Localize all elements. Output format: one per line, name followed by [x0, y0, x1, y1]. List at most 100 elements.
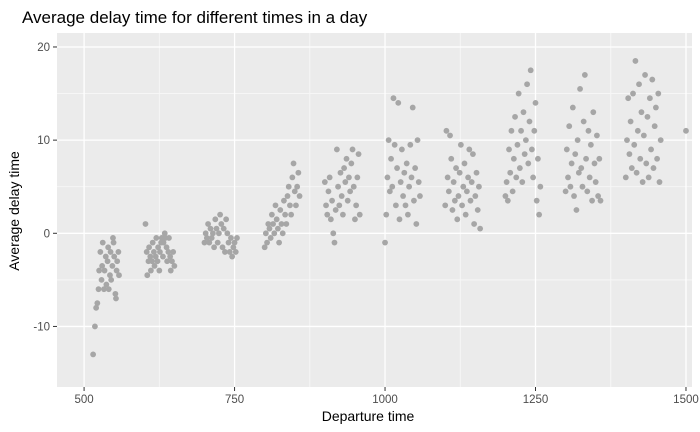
data-point — [566, 123, 573, 130]
data-point — [160, 239, 167, 246]
data-point — [349, 146, 356, 153]
data-point — [321, 179, 328, 185]
data-point — [460, 183, 467, 190]
data-point — [327, 216, 334, 223]
data-point — [640, 132, 647, 139]
data-point — [151, 249, 157, 255]
data-point — [468, 179, 475, 185]
data-point — [232, 249, 239, 255]
data-point — [219, 244, 226, 251]
data-points — [90, 58, 689, 358]
y-tick-label: 0 — [44, 228, 50, 240]
data-point — [216, 230, 222, 237]
data-point — [525, 160, 532, 167]
data-point — [112, 290, 119, 297]
data-point — [218, 221, 225, 227]
minor-gridlines — [57, 33, 692, 387]
data-point — [396, 216, 403, 223]
data-point — [113, 295, 119, 302]
data-point — [507, 169, 514, 176]
data-point — [657, 137, 664, 144]
data-point — [392, 202, 399, 209]
data-point — [144, 272, 151, 279]
data-point — [272, 202, 279, 209]
data-point — [208, 235, 215, 241]
data-point — [296, 193, 303, 199]
data-point — [152, 253, 159, 260]
data-point — [163, 244, 170, 251]
data-point — [442, 202, 449, 209]
data-point — [291, 188, 298, 195]
data-point — [562, 188, 569, 195]
data-point — [409, 104, 416, 111]
data-point — [114, 258, 121, 265]
data-point — [394, 165, 400, 171]
data-point — [262, 230, 269, 237]
data-point — [147, 253, 154, 260]
data-point — [522, 137, 529, 144]
data-point — [630, 90, 636, 97]
data-point — [477, 225, 484, 232]
data-point — [639, 179, 646, 185]
data-point — [203, 235, 210, 241]
data-point — [463, 188, 470, 195]
x-axis-title: Departure time — [322, 408, 415, 424]
data-point — [644, 113, 651, 120]
data-point — [222, 249, 228, 255]
x-tick-label: 1500 — [673, 394, 699, 406]
data-point — [293, 202, 299, 209]
data-point — [274, 225, 281, 232]
data-point — [264, 239, 270, 246]
data-point — [346, 174, 352, 181]
data-point — [99, 262, 106, 269]
data-point — [632, 58, 639, 64]
data-point — [113, 267, 120, 274]
data-point — [533, 197, 540, 204]
data-point — [585, 127, 592, 134]
data-point — [271, 230, 278, 237]
data-point — [149, 239, 156, 246]
data-point — [90, 351, 97, 358]
data-point — [592, 179, 599, 185]
data-point — [506, 146, 512, 153]
x-axis-ticks: 500 750 1000 1250 1500 — [74, 387, 699, 406]
data-point — [154, 258, 161, 265]
data-point — [284, 193, 291, 199]
data-point — [352, 216, 358, 223]
data-point — [574, 137, 581, 144]
data-point — [278, 221, 285, 227]
data-point — [388, 155, 394, 162]
data-point — [332, 207, 339, 213]
data-point — [266, 225, 273, 232]
data-point — [107, 249, 114, 255]
data-point — [289, 174, 296, 181]
data-point — [212, 216, 219, 223]
data-point — [93, 304, 100, 311]
data-point — [628, 165, 635, 171]
data-point — [325, 188, 332, 195]
data-point — [99, 239, 106, 246]
y-axis-ticks: -10 0 10 20 — [33, 42, 57, 333]
data-point — [636, 81, 642, 88]
data-point — [354, 174, 361, 181]
plot-panel — [57, 33, 692, 387]
data-point — [273, 216, 280, 223]
data-point — [290, 160, 297, 167]
data-point — [509, 188, 516, 195]
data-point — [467, 197, 474, 204]
data-point — [575, 169, 582, 176]
data-point — [94, 300, 101, 307]
data-point — [225, 239, 232, 246]
data-point — [572, 151, 579, 158]
y-tick-label: 10 — [37, 135, 50, 147]
data-point — [110, 239, 117, 246]
data-point — [461, 160, 468, 167]
data-point — [577, 85, 583, 92]
data-point — [466, 146, 473, 153]
data-point — [568, 160, 575, 167]
data-point — [206, 239, 213, 246]
data-point — [589, 197, 595, 204]
data-point — [573, 207, 580, 213]
data-point — [281, 197, 287, 204]
